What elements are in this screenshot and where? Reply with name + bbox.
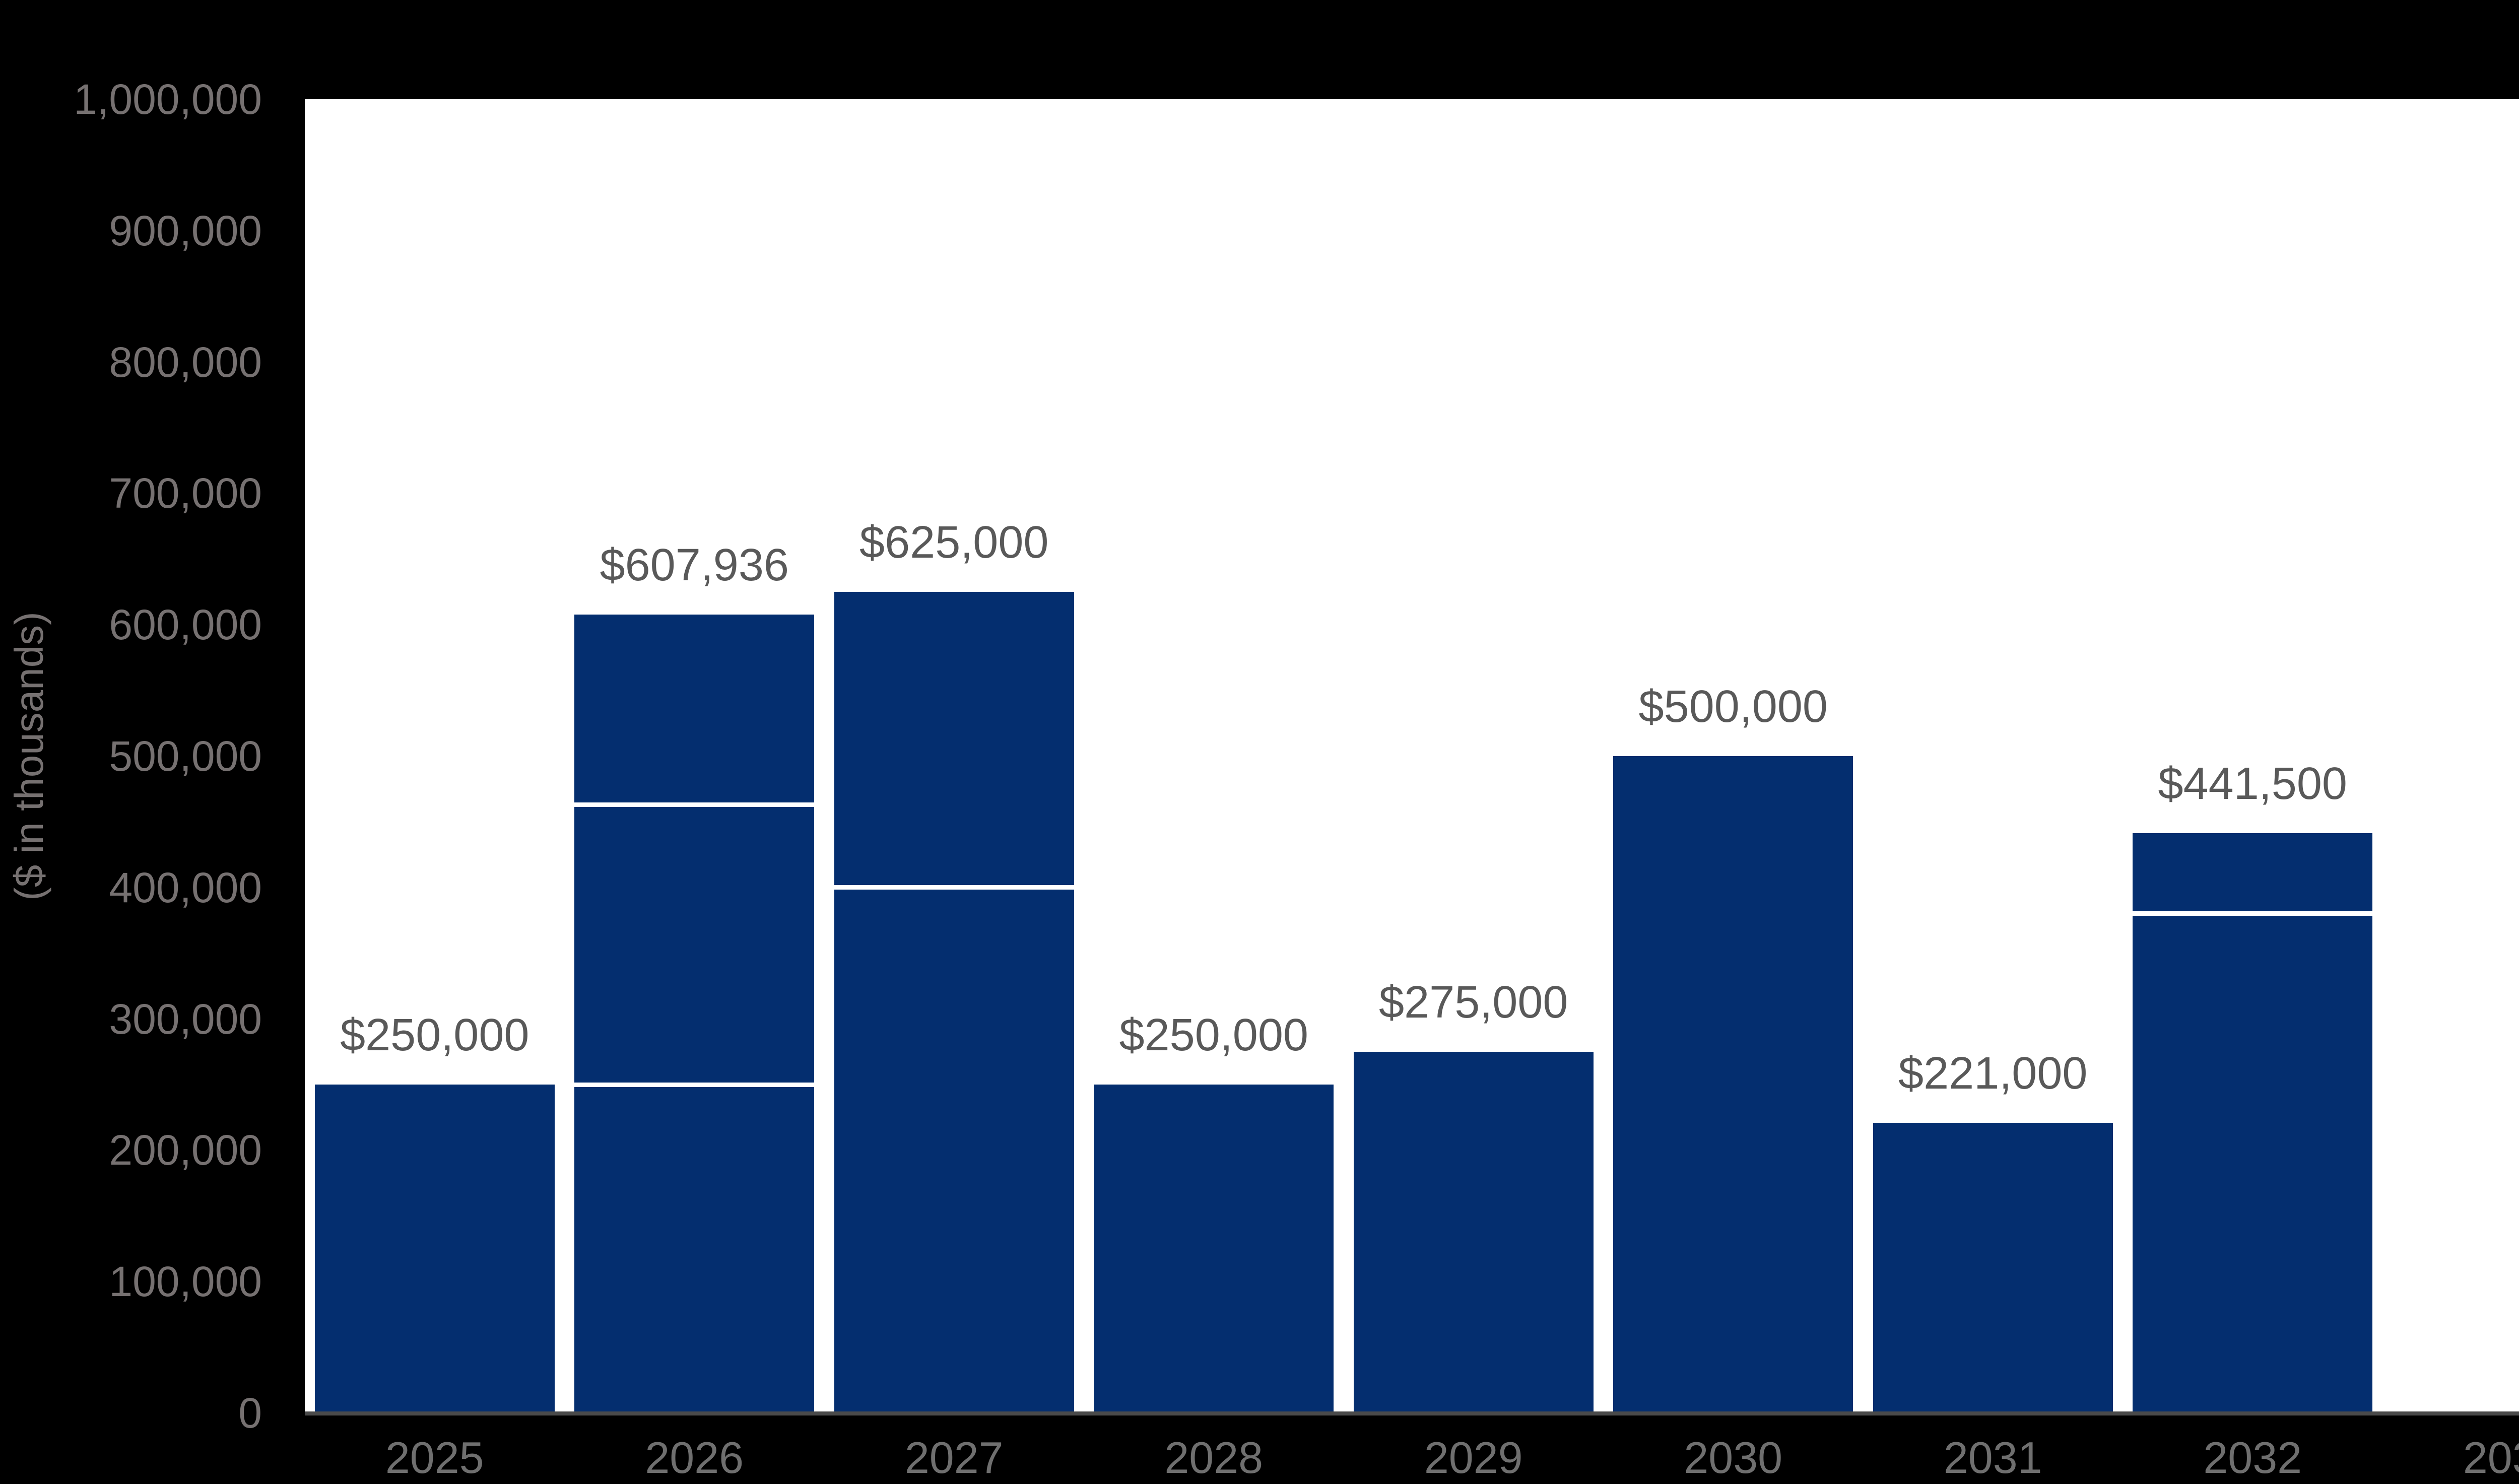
- x-axis-tick-label: 2031: [1943, 1433, 2042, 1482]
- x-axis-tick-label: 2027: [904, 1433, 1004, 1482]
- bar-2029: [1353, 1051, 1594, 1413]
- bar-2031: [1873, 1122, 2113, 1413]
- y-axis-tick-label: 300,000: [109, 995, 262, 1043]
- y-axis-tick-label: 600,000: [109, 601, 262, 649]
- bar-2027: [834, 592, 1074, 1413]
- y-axis-tick-label: 500,000: [109, 732, 262, 780]
- bar-2026: [574, 614, 815, 1413]
- data-label-2026: $607,936: [600, 539, 789, 590]
- data-label-2032: $441,500: [2158, 758, 2347, 809]
- x-axis-line: [305, 1411, 2519, 1415]
- bar-segment-divider: [574, 802, 815, 807]
- x-axis-tick-label: 2025: [385, 1433, 484, 1482]
- x-axis-tick-label: 2030: [1684, 1433, 1783, 1482]
- data-label-2028: $250,000: [1119, 1010, 1308, 1060]
- data-label-2025: $250,000: [340, 1010, 529, 1060]
- y-axis-tick-label: 200,000: [109, 1126, 262, 1174]
- bar-segment-divider: [574, 1082, 815, 1087]
- y-axis-tick-label: 800,000: [109, 338, 262, 386]
- plot-area: $250,000 $607,936 $625,000 $250,000 $275,000…: [305, 99, 2519, 1413]
- bar-2030: [1613, 756, 1853, 1413]
- y-axis-tick-label: 700,000: [109, 469, 262, 517]
- x-axis-tick-label: 2032: [2203, 1433, 2302, 1482]
- bar-segment-divider: [834, 885, 1074, 890]
- x-axis-tick-label: 2033: [2463, 1433, 2519, 1482]
- y-axis-tick-label: 0: [238, 1389, 262, 1437]
- y-axis-tick-label: 100,000: [109, 1258, 262, 1306]
- data-label-2031: $221,000: [1898, 1048, 2088, 1099]
- x-axis-tick-label: 2028: [1164, 1433, 1264, 1482]
- y-axis-tick-label: 900,000: [109, 207, 262, 254]
- data-label-2030: $500,000: [1638, 682, 1828, 732]
- y-axis-tick-label: 400,000: [109, 863, 262, 911]
- bar-2028: [1094, 1085, 1334, 1413]
- bar-segment-divider: [2133, 911, 2373, 916]
- data-label-2029: $275,000: [1379, 977, 1568, 1028]
- x-axis-tick-label: 2026: [645, 1433, 744, 1482]
- bar-2032: [2133, 833, 2373, 1413]
- bar-2025: [314, 1085, 555, 1413]
- x-axis-tick-label: 2029: [1424, 1433, 1523, 1482]
- data-label-2027: $625,000: [859, 517, 1049, 568]
- y-axis-tick-label: 1,000,000: [74, 76, 262, 123]
